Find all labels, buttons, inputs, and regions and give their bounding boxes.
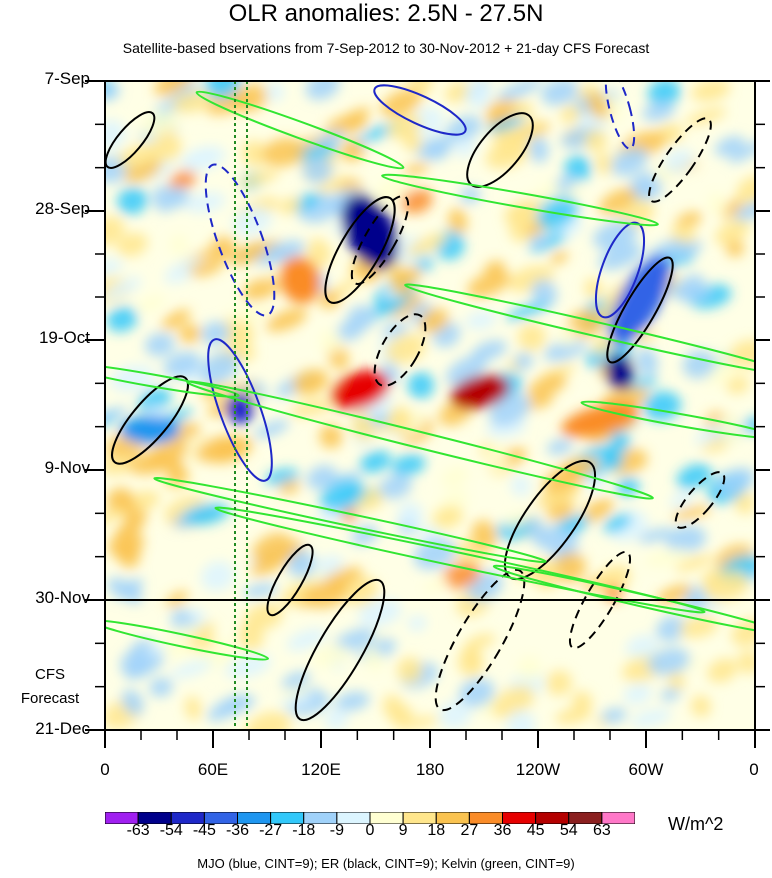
forecast-label-line2: Forecast xyxy=(20,690,80,707)
olr-anomaly-field xyxy=(105,81,755,730)
x-tick-label: 0 xyxy=(100,760,110,779)
y-tick-label: 30-Nov xyxy=(35,588,90,607)
plot-axes xyxy=(85,80,770,748)
colorbar-label: 0 xyxy=(365,822,375,839)
x-tick-label: 180 xyxy=(415,760,445,779)
y-tick-label: 19-Oct xyxy=(38,328,90,347)
colorbar-label: -36 xyxy=(225,822,250,839)
y-tick-label: 28-Sep xyxy=(35,199,90,218)
chart-subtitle: Satellite-based bservations from 7-Sep-2… xyxy=(122,40,650,56)
x-tick-label: 120E xyxy=(301,760,341,779)
colorbar-swatch xyxy=(601,812,635,824)
colorbar-label: 18 xyxy=(427,822,446,839)
x-tick-label: 120W xyxy=(515,760,561,779)
forecast-label-line1: CFS xyxy=(35,666,65,683)
colorbar-label: -54 xyxy=(159,822,183,839)
y-tick-label: 21-Dec xyxy=(35,719,90,738)
colorbar-label: -45 xyxy=(192,822,216,839)
x-tick-label: 60W xyxy=(628,760,664,779)
footer-note: MJO (blue, CINT=9); ER (black, CINT=9); … xyxy=(197,856,575,871)
x-tick-label: 0 xyxy=(749,760,759,779)
colorbar-label: -9 xyxy=(329,822,344,839)
colorbar-label: -63 xyxy=(126,822,150,839)
x-tick-label: 60E xyxy=(197,760,229,779)
chart-title: OLR anomalies: 2.5N - 27.5N xyxy=(228,0,544,27)
colorbar-label: 54 xyxy=(559,822,578,839)
colorbar-label: 27 xyxy=(460,822,479,839)
colorbar-label: 45 xyxy=(526,822,545,839)
colorbar-label: 9 xyxy=(398,822,408,839)
y-tick-label: 9-Nov xyxy=(44,458,90,477)
colorbar-label: -27 xyxy=(259,822,283,839)
y-tick-label: 7-Sep xyxy=(44,69,90,88)
units-label: W/m^2 xyxy=(668,814,724,834)
colorbar xyxy=(105,812,635,824)
wave-contours xyxy=(105,81,755,730)
colorbar-label: 36 xyxy=(493,822,512,839)
colorbar-label: 63 xyxy=(592,822,611,839)
colorbar-label: -18 xyxy=(292,822,316,839)
